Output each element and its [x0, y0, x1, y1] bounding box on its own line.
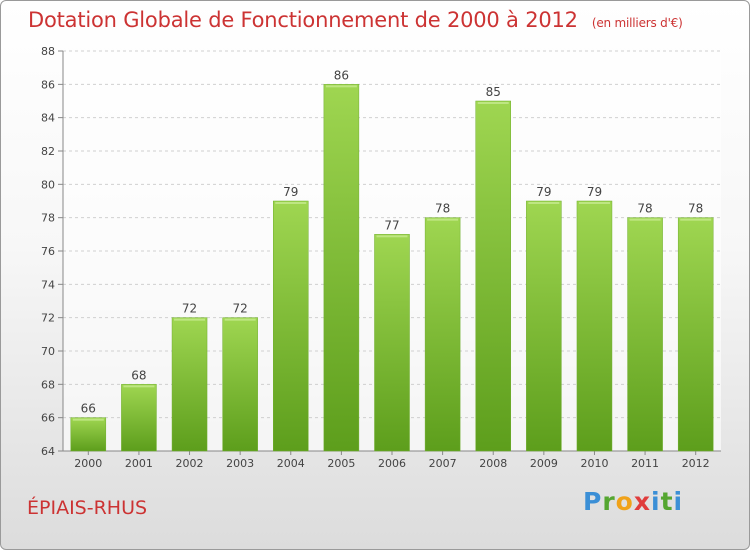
y-tick-label: 84 [41, 112, 55, 125]
bar-value-label: 78 [435, 202, 450, 216]
bar-highlight [427, 218, 459, 221]
bar [677, 217, 714, 452]
bar-value-label: 68 [131, 368, 146, 382]
commune-name: ÉPIAIS-RHUS [27, 497, 148, 519]
chart-title: Dotation Globale de Fonctionnement de 20… [28, 8, 683, 32]
bar-value-label: 78 [637, 202, 652, 216]
bar-value-label: 72 [233, 302, 248, 316]
y-tick-label: 70 [41, 345, 55, 358]
bar [273, 200, 309, 452]
bar-highlight [224, 318, 256, 321]
bar [627, 217, 663, 452]
bar-value-label: 79 [283, 185, 298, 199]
bar [374, 234, 410, 452]
x-tick-label: 2008 [479, 457, 507, 470]
x-tick-label: 2007 [429, 457, 457, 470]
y-tick-label: 72 [41, 312, 55, 325]
bar-highlight [629, 218, 661, 221]
bar [323, 84, 360, 452]
bar-highlight [72, 418, 104, 421]
bar-highlight [680, 218, 712, 221]
y-tick-label: 86 [41, 78, 55, 91]
bar [222, 317, 258, 452]
y-tick-label: 80 [41, 178, 55, 191]
y-tick-label: 64 [41, 445, 55, 458]
x-tick-label: 2000 [74, 457, 102, 470]
bar [424, 217, 461, 452]
bar [171, 317, 208, 452]
y-tick-label: 82 [41, 145, 55, 158]
y-tick-label: 66 [41, 412, 55, 425]
x-tick-label: 2002 [176, 457, 204, 470]
x-tick-label: 2009 [530, 457, 558, 470]
x-tick-label: 2010 [580, 457, 608, 470]
x-tick-label: 2001 [125, 457, 153, 470]
bar [576, 200, 613, 452]
y-tick-label: 74 [41, 278, 55, 291]
bar-highlight [275, 202, 307, 204]
x-tick-label: 2004 [277, 457, 305, 470]
bar [526, 200, 562, 452]
bar-highlight [376, 235, 408, 238]
bar [121, 384, 157, 452]
y-tick-label: 88 [41, 45, 55, 58]
x-tick-label: 2003 [226, 457, 254, 470]
bar-value-label: 66 [81, 402, 96, 416]
bar-highlight [123, 385, 155, 388]
bar-value-label: 72 [182, 302, 197, 316]
y-tick-label: 76 [41, 245, 55, 258]
bar-value-label: 86 [334, 68, 349, 82]
bar-highlight [477, 102, 509, 104]
y-tick-label: 78 [41, 212, 55, 225]
x-tick-label: 2005 [327, 457, 355, 470]
x-tick-label: 2006 [378, 457, 406, 470]
bar-value-label: 85 [486, 85, 501, 99]
bar [475, 100, 511, 452]
bar-value-label: 79 [587, 185, 602, 199]
bar-value-label: 79 [536, 185, 551, 199]
x-axis: 2000 2001 2002 2003 2004 2005 2006 2007 2008 2009… [63, 450, 721, 470]
bar-highlight [578, 202, 610, 204]
chart-unit: (en milliers d'€) [591, 16, 683, 30]
bar-highlight [174, 318, 206, 321]
bar-value-label: 78 [688, 202, 703, 216]
x-tick-label: 2012 [682, 457, 710, 470]
bar-highlight [528, 202, 560, 204]
chart-title-text: Dotation Globale de Fonctionnement de 20… [28, 8, 578, 32]
bar-value-label: 77 [384, 218, 399, 232]
y-axis: 64 66 68 70 72 74 76 78 80 82 84 86 88 [41, 45, 64, 458]
bar-highlight [325, 85, 357, 88]
bar-series [70, 84, 714, 452]
y-tick-label: 68 [41, 378, 55, 391]
proxiti-logo: Proxiti [583, 487, 684, 516]
x-tick-label: 2011 [631, 457, 659, 470]
bar [70, 417, 107, 452]
data-labels: 66 68 72 72 79 86 77 78 85 79 79 78 78 [81, 68, 704, 415]
